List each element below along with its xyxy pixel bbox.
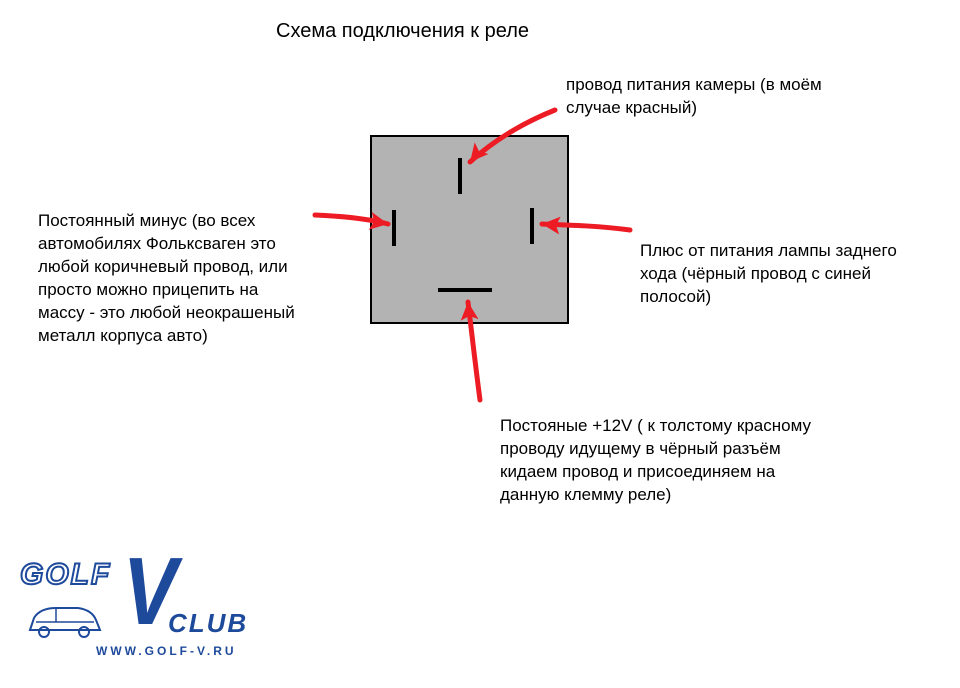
logo-club-text: CLUB xyxy=(168,608,248,639)
diagram-title: Схема подключения к реле xyxy=(276,20,529,43)
logo-url-text: WWW.GOLF-V.RU xyxy=(96,644,237,658)
pin-bottom xyxy=(438,288,492,292)
pin-right xyxy=(530,208,534,244)
label-bottom: Постояные +12V ( к толстому красному про… xyxy=(500,415,830,507)
logo-car-icon xyxy=(26,600,104,640)
pin-left xyxy=(392,210,396,246)
relay-body xyxy=(370,135,569,324)
label-top: провод питания камеры (в моём случае кра… xyxy=(566,74,876,120)
logo-golf-text: GOLF xyxy=(20,558,111,592)
site-logo: GOLF V CLUB WWW.GOLF-V.RU xyxy=(18,550,248,670)
label-right: Плюс от питания лампы заднего хода (чёрн… xyxy=(640,240,920,309)
label-left: Постоянный минус (во всех автомобилях Фо… xyxy=(38,210,298,348)
pin-top xyxy=(458,158,462,194)
